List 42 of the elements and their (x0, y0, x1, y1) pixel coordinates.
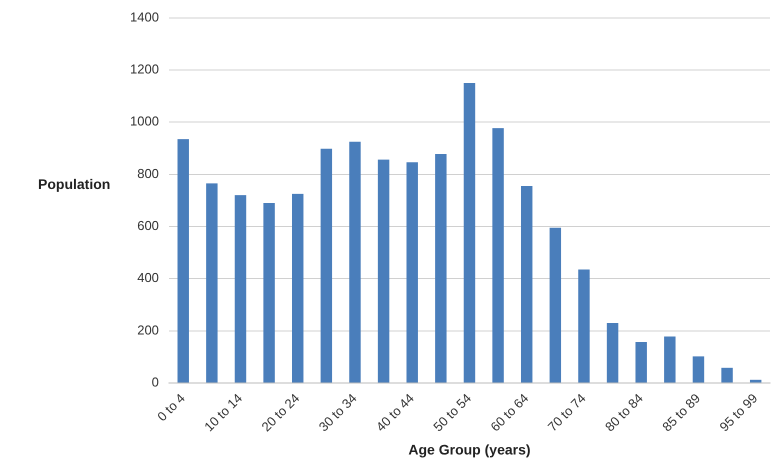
y-tick-label: 200 (137, 322, 159, 338)
y-tick-label: 0 (152, 374, 159, 390)
y-tick-label: 1000 (130, 114, 159, 129)
bar (406, 162, 418, 382)
bar (378, 160, 390, 382)
y-tick-label: 1400 (130, 9, 159, 24)
bar (234, 195, 246, 382)
bar (435, 154, 447, 382)
x-tick-label: 70 to 74 (544, 390, 589, 434)
y-tick-label: 600 (137, 218, 159, 234)
x-tick-label: 40 to 44 (373, 390, 417, 434)
bar (206, 183, 218, 382)
bar (721, 368, 733, 382)
bar (263, 202, 275, 382)
x-tick-label: 10 to 14 (201, 390, 246, 434)
x-tick-label: 80 to 84 (602, 390, 646, 434)
bar (520, 186, 532, 382)
bar (349, 142, 361, 382)
y-tick-label: 1200 (130, 62, 159, 77)
bar (550, 228, 562, 382)
bar (664, 336, 676, 382)
x-tick-label: 30 to 34 (316, 390, 360, 434)
bar (464, 83, 476, 382)
y-tick-label: 800 (137, 166, 159, 181)
y-axis-title: Population (38, 176, 110, 192)
bar (606, 322, 618, 382)
bar (750, 380, 762, 382)
y-tick-label: 400 (137, 270, 159, 286)
x-axis-title: Age Group (years) (408, 441, 531, 458)
x-tick-label: 95 to 99 (716, 390, 760, 434)
x-tick-label: 85 to 89 (659, 390, 704, 434)
x-tick-label: 20 to 24 (258, 390, 302, 434)
bar (292, 194, 304, 382)
x-tick-label: 50 to 54 (430, 390, 474, 434)
bar (692, 356, 704, 382)
bar (178, 139, 189, 382)
bar (635, 342, 647, 382)
x-tick-label: 0 to 4 (154, 390, 188, 424)
bar (320, 148, 332, 382)
x-tick-label: 60 to 64 (488, 390, 532, 434)
bar (578, 269, 590, 382)
bar (492, 128, 504, 382)
